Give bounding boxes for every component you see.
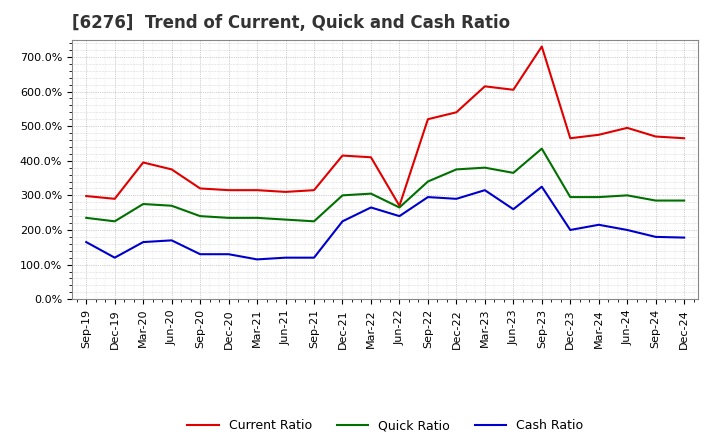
Cash Ratio — [282, 255, 290, 260]
Cash Ratio — [480, 187, 489, 193]
Quick Ratio — [196, 213, 204, 219]
Current Ratio — [595, 132, 603, 137]
Cash Ratio — [423, 194, 432, 200]
Quick Ratio — [139, 202, 148, 207]
Cash Ratio — [652, 234, 660, 239]
Line: Current Ratio: Current Ratio — [86, 47, 684, 206]
Quick Ratio — [595, 194, 603, 200]
Cash Ratio — [566, 227, 575, 233]
Cash Ratio — [452, 196, 461, 202]
Cash Ratio — [338, 219, 347, 224]
Quick Ratio — [423, 179, 432, 184]
Cash Ratio — [680, 235, 688, 240]
Current Ratio — [225, 187, 233, 193]
Cash Ratio — [110, 255, 119, 260]
Cash Ratio — [253, 257, 261, 262]
Quick Ratio — [338, 193, 347, 198]
Current Ratio — [680, 136, 688, 141]
Quick Ratio — [537, 146, 546, 151]
Current Ratio — [395, 203, 404, 209]
Line: Quick Ratio: Quick Ratio — [86, 149, 684, 221]
Current Ratio — [310, 187, 318, 193]
Legend: Current Ratio, Quick Ratio, Cash Ratio: Current Ratio, Quick Ratio, Cash Ratio — [182, 414, 588, 437]
Cash Ratio — [167, 238, 176, 243]
Cash Ratio — [623, 227, 631, 233]
Current Ratio — [196, 186, 204, 191]
Cash Ratio — [310, 255, 318, 260]
Quick Ratio — [623, 193, 631, 198]
Current Ratio — [82, 194, 91, 199]
Quick Ratio — [110, 219, 119, 224]
Text: [6276]  Trend of Current, Quick and Cash Ratio: [6276] Trend of Current, Quick and Cash … — [72, 15, 510, 33]
Cash Ratio — [509, 206, 518, 212]
Cash Ratio — [595, 222, 603, 227]
Quick Ratio — [680, 198, 688, 203]
Current Ratio — [167, 167, 176, 172]
Current Ratio — [623, 125, 631, 131]
Current Ratio — [566, 136, 575, 141]
Current Ratio — [537, 44, 546, 49]
Quick Ratio — [167, 203, 176, 209]
Quick Ratio — [480, 165, 489, 170]
Current Ratio — [509, 87, 518, 92]
Quick Ratio — [282, 217, 290, 222]
Quick Ratio — [509, 170, 518, 176]
Current Ratio — [139, 160, 148, 165]
Current Ratio — [253, 187, 261, 193]
Current Ratio — [652, 134, 660, 139]
Quick Ratio — [225, 215, 233, 220]
Quick Ratio — [452, 167, 461, 172]
Cash Ratio — [82, 239, 91, 245]
Quick Ratio — [366, 191, 375, 196]
Quick Ratio — [566, 194, 575, 200]
Quick Ratio — [82, 215, 91, 220]
Cash Ratio — [395, 213, 404, 219]
Current Ratio — [282, 189, 290, 194]
Cash Ratio — [537, 184, 546, 189]
Cash Ratio — [366, 205, 375, 210]
Quick Ratio — [310, 219, 318, 224]
Current Ratio — [338, 153, 347, 158]
Current Ratio — [423, 117, 432, 122]
Cash Ratio — [225, 252, 233, 257]
Quick Ratio — [253, 215, 261, 220]
Cash Ratio — [196, 252, 204, 257]
Current Ratio — [366, 154, 375, 160]
Line: Cash Ratio: Cash Ratio — [86, 187, 684, 260]
Quick Ratio — [652, 198, 660, 203]
Quick Ratio — [395, 205, 404, 210]
Cash Ratio — [139, 239, 148, 245]
Current Ratio — [110, 196, 119, 202]
Current Ratio — [480, 84, 489, 89]
Current Ratio — [452, 110, 461, 115]
